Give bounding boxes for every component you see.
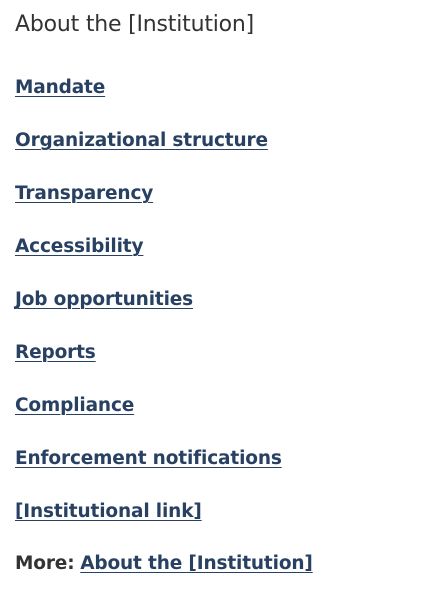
job-opportunities-link[interactable]: Job opportunities	[15, 289, 194, 310]
list-item-mandate: Mandate	[15, 73, 105, 103]
more-prefix: More:	[15, 553, 75, 574]
more-row: More: About the [Institution]	[15, 549, 313, 579]
list-item-institutional-link: [Institutional link]	[15, 497, 202, 527]
compliance-link[interactable]: Compliance	[15, 395, 135, 416]
list-item-compliance: Compliance	[15, 391, 134, 421]
list-item-job-opportunities: Job opportunities	[15, 285, 193, 315]
enforcement-notifications-link[interactable]: Enforcement notifications	[15, 448, 282, 469]
organizational-structure-link[interactable]: Organizational structure	[15, 130, 268, 151]
list-item-reports: Reports	[15, 338, 96, 368]
list-item-transparency: Transparency	[15, 179, 153, 209]
accessibility-link[interactable]: Accessibility	[15, 236, 144, 257]
more-about-institution-link[interactable]: About the [Institution]	[80, 553, 313, 574]
section-heading: About the [Institution]	[15, 12, 255, 37]
transparency-link[interactable]: Transparency	[15, 183, 154, 204]
list-item-organizational-structure: Organizational structure	[15, 126, 268, 156]
institutional-link[interactable]: [Institutional link]	[15, 501, 202, 522]
mandate-link[interactable]: Mandate	[15, 77, 106, 98]
list-item-enforcement-notifications: Enforcement notifications	[15, 444, 282, 474]
list-item-accessibility: Accessibility	[15, 232, 144, 262]
reports-link[interactable]: Reports	[15, 342, 96, 363]
